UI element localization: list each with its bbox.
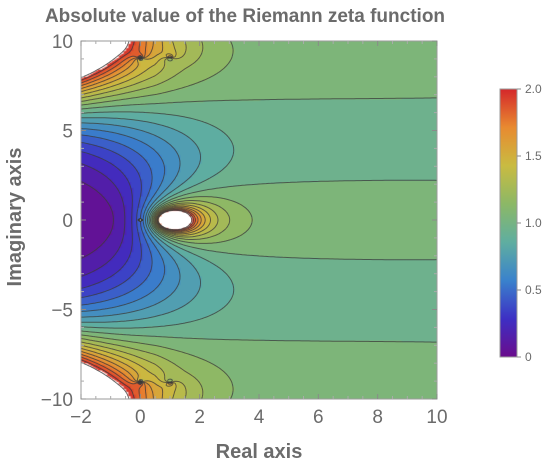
contour-line (81, 41, 211, 399)
x-tick-label: 10 (426, 407, 447, 428)
chart-title: Absolute value of the Riemann zeta funct… (45, 6, 445, 27)
y-axis-label: Imaginary axis (4, 148, 26, 287)
colorbar-ticks: 0 0.5 1.0 1.5 2.0 (517, 82, 542, 364)
x-tick-label: 4 (254, 407, 265, 428)
contour-lines (81, 41, 437, 399)
x-tick-label: 6 (313, 407, 324, 428)
x-tick-label: 0 (135, 407, 146, 428)
colorbar-tick-label: 1.5 (525, 149, 542, 163)
y-tick-label: 0 (62, 211, 73, 232)
colorbar-tick-label: 1.0 (525, 216, 542, 230)
y-tick-label: 5 (62, 122, 73, 143)
x-axis-ticks: −2 0 2 4 6 8 10 (70, 41, 448, 428)
x-axis-label: Real axis (216, 441, 303, 463)
contour-line (81, 41, 206, 399)
colorbar-gradient (499, 88, 518, 358)
x-tick-label: 8 (372, 407, 383, 428)
colorbar-tick-label: 0 (525, 350, 532, 364)
y-tick-label: 10 (52, 32, 73, 53)
contour-line (81, 163, 126, 277)
contour-line (81, 181, 114, 259)
x-tick-label: 2 (194, 407, 205, 428)
colorbar-tick-label: 2.0 (525, 82, 542, 96)
x-tick-label: −2 (70, 407, 92, 428)
colorbar: 0 0.5 1.0 1.5 2.0 (499, 82, 542, 364)
y-tick-label: −10 (41, 390, 73, 411)
y-tick-label: −5 (51, 301, 73, 322)
contour-line (81, 41, 231, 399)
contour-fill (81, 41, 437, 399)
colorbar-tick-label: 0.5 (525, 283, 542, 297)
contour-line (81, 41, 199, 399)
contour-line (81, 41, 193, 399)
y-axis-ticks: −10 −5 0 5 10 (41, 32, 437, 411)
plot-area (80, 40, 438, 400)
contour-line (81, 151, 133, 289)
